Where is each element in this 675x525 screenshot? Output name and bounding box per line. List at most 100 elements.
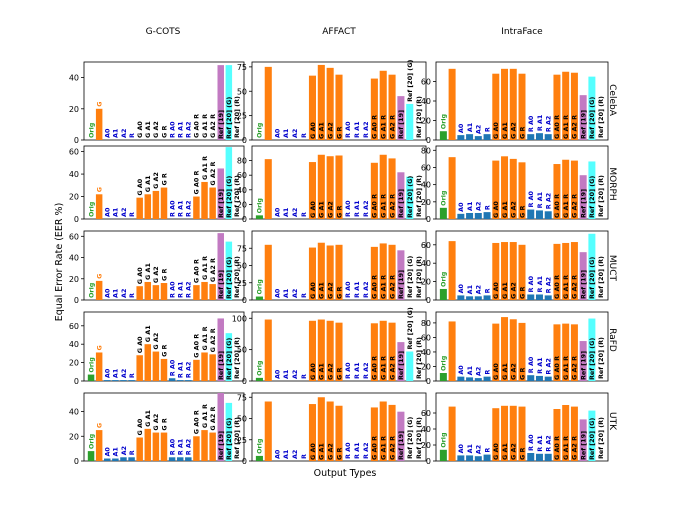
- panel-muct-g-cots-ytick-label-0: 0: [74, 296, 79, 305]
- panel-rafd-g-cots-bar-a2: [120, 380, 127, 381]
- panel-utk-g-cots-bar-ref-19: [217, 393, 224, 461]
- panel-rafd-affact-label-g-r: G R: [335, 368, 343, 380]
- panel-utk-affact-label-r-a0: R A0: [344, 442, 352, 459]
- panel-muct-intraface-label-r: R: [483, 288, 491, 293]
- row-title-rafd: RaFD: [607, 328, 617, 352]
- panel-rafd-intraface-bar-g-a0: [492, 323, 500, 381]
- panel-muct-affact-label-a1: A1: [282, 289, 290, 298]
- panel-utk-affact-label-a2: A2: [291, 450, 299, 459]
- panel-morph-affact-label-a2: A2: [291, 208, 299, 217]
- panel-utk-intraface-bar-g-r: [518, 406, 526, 461]
- panel-celeba-intraface-label-ref-20-g: Ref [20] (G): [588, 97, 596, 139]
- panel-muct-g-cots-label-ref-19: Ref [19]: [217, 270, 225, 299]
- panel-utk-affact-label-g-a0: G A0: [309, 443, 317, 460]
- panel-rafd-intraface-bar-g-a2-r: [570, 324, 578, 381]
- panel-celeba-intraface-label-ref-20-r: Ref [20] (R): [597, 96, 605, 138]
- panel-celeba-affact-label-g-a0-r: G A0 R: [371, 115, 379, 139]
- panel-utk-affact-label-g-a2-r: G A2 R: [388, 436, 396, 460]
- panel-muct-affact-label-a0: A0: [273, 288, 281, 298]
- panel-morph-intraface-bar-g-a2: [509, 158, 517, 219]
- panel-utk-g-cots-label-orig: Orig: [87, 433, 95, 449]
- panel-rafd-g-cots-bar-g-a2: [152, 351, 160, 381]
- panel-rafd-g-cots-bar-r-a1: [176, 380, 184, 381]
- panel-celeba-affact-bar-ref-20-g: [406, 103, 414, 140]
- panel-celeba-g-cots-label-g-a1-r: G A1 R: [201, 114, 209, 138]
- panel-rafd-intraface-bar-a0: [457, 376, 465, 381]
- panel-celeba-affact-label-r: R: [300, 133, 308, 138]
- panel-muct-intraface-label-orig: Orig: [440, 271, 448, 287]
- panel-celeba-g-cots-label-g-a0-r: G A0 R: [193, 114, 201, 138]
- panel-utk-affact-label-g-a1-r: G A1 R: [380, 436, 388, 460]
- panel-celeba-affact-bar-g-a1-r: [379, 70, 387, 140]
- row-title-morph: MORPH: [607, 167, 617, 200]
- panel-muct-g-cots-label-g-a2-r: G A2 R: [209, 258, 217, 282]
- panel-morph-intraface-ytick-label-0: 0: [426, 215, 431, 224]
- panel-rafd-affact-label-r-a2: R A2: [362, 362, 370, 379]
- panel-muct-intraface-ytick-label-40: 40: [421, 259, 431, 268]
- panel-rafd-intraface-label-g-a1: G A1: [501, 363, 509, 380]
- row-title-muct: MUCT: [607, 255, 617, 282]
- panel-utk-g-cots-label-a2: A2: [120, 446, 128, 455]
- panel-muct-g-cots-label-a1: A1: [112, 289, 120, 298]
- panel-morph-affact-bar-g: [264, 159, 272, 219]
- panel-morph-affact-bar-g-a0-r: [370, 162, 378, 219]
- panel-morph-g-cots-label-ref-19: Ref [19]: [217, 189, 225, 218]
- panel-celeba-affact-ytick-label-0: 0: [242, 136, 247, 145]
- panel-utk-g-cots-label-g-a0: G A0: [136, 418, 144, 435]
- panel-utk-affact-bar-g-a2-r: [388, 404, 396, 461]
- panel-celeba-intraface-bar-g-a1-r: [562, 71, 570, 140]
- panel-celeba-affact-label-g-a1: G A1: [318, 122, 326, 139]
- panel-rafd-intraface-label-a1: A1: [466, 366, 474, 375]
- panel-celeba-g-cots-bar-ref-20-g: [225, 65, 233, 140]
- panel-morph-affact-bar-ref-19: [397, 172, 405, 219]
- panel-muct-intraface-bar-orig: [439, 288, 447, 300]
- panel-rafd-g-cots-label-g: G: [95, 345, 103, 350]
- panel-utk-intraface-bar-ref-20-g: [588, 410, 596, 461]
- panel-muct-intraface-label-a2: A2: [475, 285, 483, 294]
- panel-utk-affact-bar-g-a0-r: [370, 407, 378, 461]
- panel-muct-affact-bar-g-r: [335, 244, 343, 300]
- panel-muct-intraface-bar-r: [483, 295, 491, 300]
- panel-rafd-affact-bar-g-a1-r: [379, 320, 387, 381]
- panel-muct-affact-label-r-a1: R A1: [353, 281, 361, 298]
- panel-rafd-affact-bar-ref-20-g: [406, 351, 414, 381]
- panel-celeba-affact-label-a0: A0: [273, 128, 281, 138]
- panel-morph-affact-bar-g-a2: [326, 156, 334, 219]
- panel-morph-g-cots-ytick-label-20: 20: [69, 193, 79, 202]
- panel-rafd-affact-label-g-a1: G A1: [318, 363, 326, 380]
- panel-celeba-affact-bar-g-r: [335, 74, 343, 140]
- panel-celeba-affact-bar-g-a2: [326, 67, 334, 140]
- panel-morph-intraface-label-orig: Orig: [440, 190, 448, 206]
- panel-celeba-intraface-bar-orig: [439, 131, 447, 140]
- panel-utk-g-cots-label-g-r: G R: [160, 418, 168, 430]
- panel-utk-g-cots-label-a0: A0: [104, 447, 112, 457]
- panel-morph-intraface-label-g-a2-r: G A2 R: [571, 194, 579, 218]
- panel-celeba-g-cots-ytick-label-40: 40: [69, 74, 79, 83]
- panel-celeba-intraface-label-g-a2-r: G A2 R: [571, 115, 579, 139]
- panel-muct-intraface-ytick-label-20: 20: [421, 278, 431, 287]
- panel-morph-g-cots-label-g: G: [95, 187, 103, 192]
- panel-rafd-intraface-label-g-a0-r: G A0 R: [553, 356, 561, 380]
- row-title-celeba: CelebA: [607, 84, 617, 117]
- panel-celeba-g-cots-frame: [83, 61, 245, 141]
- panel-rafd-affact-label-a1: A1: [282, 370, 290, 379]
- panel-utk-g-cots-label-g: G: [95, 423, 103, 428]
- panel-rafd-intraface-label-g-a2: G A2: [510, 363, 518, 380]
- panel-celeba-affact-label-ref-20-r: Ref [20] (R): [415, 96, 423, 138]
- panel-rafd-g-cots-bar-r-a0: [168, 378, 176, 381]
- panel-muct-affact-bar-g-a2: [326, 245, 334, 300]
- panel-utk-g-cots-bar-a0: [104, 458, 111, 461]
- panel-rafd-g-cots-ytick-label-20: 20: [69, 359, 79, 368]
- panel-rafd-affact-label-r-a1: R A1: [353, 362, 361, 379]
- panel-muct-g-cots-label-a0: A0: [104, 288, 112, 298]
- panel-morph-affact-bar-ref-20-g: [406, 176, 414, 219]
- panel-celeba-g-cots-label-a0: A0: [104, 128, 112, 138]
- panel-morph-intraface-ytick-label-40: 40: [421, 181, 431, 190]
- panel-morph-g-cots-ytick-label-60: 60: [69, 148, 79, 157]
- panel-morph-intraface-label-r: R: [483, 205, 491, 210]
